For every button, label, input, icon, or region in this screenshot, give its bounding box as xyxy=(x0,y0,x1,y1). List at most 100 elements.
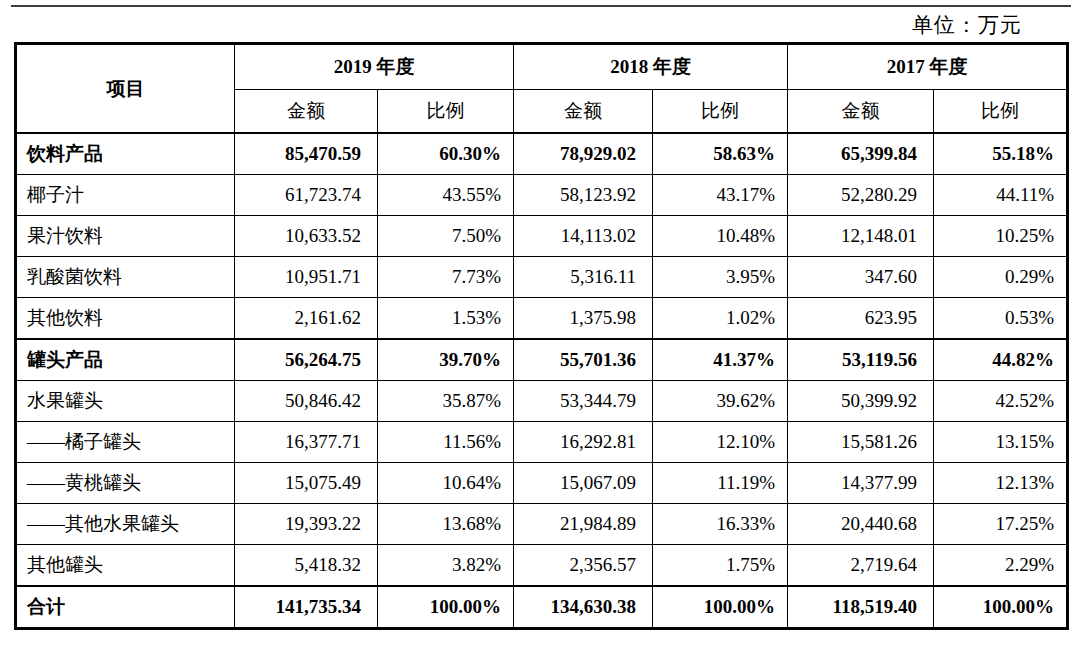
amount-cell: 78,929.02 xyxy=(514,133,653,175)
item-cell: 合计 xyxy=(16,586,235,629)
table-row-canned-fruit: 水果罐头 50,846.42 35.87% 53,344.79 39.62% 5… xyxy=(16,381,1068,422)
amount-cell: 16,377.71 xyxy=(235,422,378,463)
header-row-years: 项目 2019 年度 2018 年度 2017 年度 xyxy=(16,44,1068,90)
col-header-year-2019: 2019 年度 xyxy=(235,44,514,90)
amount-cell: 10,633.52 xyxy=(235,216,378,257)
amount-cell: 50,846.42 xyxy=(235,381,378,422)
amount-cell: 61,723.74 xyxy=(235,175,378,216)
col-header-item: 项目 xyxy=(16,44,235,134)
amount-cell: 118,519.40 xyxy=(788,586,934,629)
ratio-cell: 42.52% xyxy=(934,381,1068,422)
ratio-cell: 100.00% xyxy=(378,586,514,629)
ratio-cell: 41.37% xyxy=(653,339,788,381)
item-cell: 椰子汁 xyxy=(16,175,235,216)
amount-cell: 20,440.68 xyxy=(788,504,934,545)
amount-cell: 21,984.89 xyxy=(514,504,653,545)
table-row-lactobacillus-drinks: 乳酸菌饮料 10,951.71 7.73% 5,316.11 3.95% 347… xyxy=(16,257,1068,298)
amount-cell: 15,067.09 xyxy=(514,463,653,504)
amount-cell: 50,399.92 xyxy=(788,381,934,422)
ratio-cell: 60.30% xyxy=(378,133,514,175)
amount-cell: 55,701.36 xyxy=(514,339,653,381)
ratio-cell: 3.82% xyxy=(378,545,514,587)
ratio-cell: 1.02% xyxy=(653,298,788,340)
ratio-cell: 39.70% xyxy=(378,339,514,381)
ratio-cell: 44.82% xyxy=(934,339,1068,381)
table-row-other-canned: 其他罐头 5,418.32 3.82% 2,356.57 1.75% 2,719… xyxy=(16,545,1068,587)
table-row-beverage-products: 饮料产品 85,470.59 60.30% 78,929.02 58.63% 6… xyxy=(16,133,1068,175)
amount-cell: 65,399.84 xyxy=(788,133,934,175)
ratio-cell: 100.00% xyxy=(653,586,788,629)
ratio-cell: 3.95% xyxy=(653,257,788,298)
ratio-cell: 7.50% xyxy=(378,216,514,257)
subheader-ratio-2017: 比例 xyxy=(934,90,1068,134)
amount-cell: 14,113.02 xyxy=(514,216,653,257)
amount-cell: 10,951.71 xyxy=(235,257,378,298)
item-cell: 其他饮料 xyxy=(16,298,235,340)
ratio-cell: 1.53% xyxy=(378,298,514,340)
table-row-other-drinks: 其他饮料 2,161.62 1.53% 1,375.98 1.02% 623.9… xyxy=(16,298,1068,340)
amount-cell: 5,418.32 xyxy=(235,545,378,587)
ratio-cell: 17.25% xyxy=(934,504,1068,545)
item-cell: 水果罐头 xyxy=(16,381,235,422)
col-header-year-2017: 2017 年度 xyxy=(788,44,1068,90)
table-row-canned-orange: ——橘子罐头 16,377.71 11.56% 16,292.81 12.10%… xyxy=(16,422,1068,463)
table-row-fruit-juice-drinks: 果汁饮料 10,633.52 7.50% 14,113.02 10.48% 12… xyxy=(16,216,1068,257)
amount-cell: 2,719.64 xyxy=(788,545,934,587)
amount-cell: 12,148.01 xyxy=(788,216,934,257)
amount-cell: 16,292.81 xyxy=(514,422,653,463)
item-cell: 饮料产品 xyxy=(16,133,235,175)
ratio-cell: 2.29% xyxy=(934,545,1068,587)
revenue-breakdown-table: 项目 2019 年度 2018 年度 2017 年度 金额 比例 金额 比例 金… xyxy=(14,42,1069,630)
ratio-cell: 10.48% xyxy=(653,216,788,257)
subheader-amount-2019: 金额 xyxy=(235,90,378,134)
amount-cell: 15,075.49 xyxy=(235,463,378,504)
ratio-cell: 0.53% xyxy=(934,298,1068,340)
table-row-total: 合计 141,735.34 100.00% 134,630.38 100.00%… xyxy=(16,586,1068,629)
amount-cell: 2,161.62 xyxy=(235,298,378,340)
unit-label: 单位：万元 xyxy=(912,11,1022,39)
amount-cell: 15,581.26 xyxy=(788,422,934,463)
amount-cell: 53,344.79 xyxy=(514,381,653,422)
item-cell: 乳酸菌饮料 xyxy=(16,257,235,298)
ratio-cell: 43.17% xyxy=(653,175,788,216)
table-row-canned-products: 罐头产品 56,264.75 39.70% 55,701.36 41.37% 5… xyxy=(16,339,1068,381)
amount-cell: 58,123.92 xyxy=(514,175,653,216)
ratio-cell: 1.75% xyxy=(653,545,788,587)
ratio-cell: 100.00% xyxy=(934,586,1068,629)
amount-cell: 85,470.59 xyxy=(235,133,378,175)
top-divider xyxy=(11,5,1071,7)
item-cell: 罐头产品 xyxy=(16,339,235,381)
amount-cell: 5,316.11 xyxy=(514,257,653,298)
ratio-cell: 12.10% xyxy=(653,422,788,463)
document-page: 单位：万元 项目 2019 年度 2018 年度 2017 年度 金额 比例 金… xyxy=(0,0,1080,646)
amount-cell: 347.60 xyxy=(788,257,934,298)
amount-cell: 134,630.38 xyxy=(514,586,653,629)
subheader-ratio-2019: 比例 xyxy=(378,90,514,134)
ratio-cell: 13.68% xyxy=(378,504,514,545)
item-cell: ——其他水果罐头 xyxy=(16,504,235,545)
ratio-cell: 11.19% xyxy=(653,463,788,504)
amount-cell: 52,280.29 xyxy=(788,175,934,216)
subheader-amount-2018: 金额 xyxy=(514,90,653,134)
amount-cell: 56,264.75 xyxy=(235,339,378,381)
amount-cell: 53,119.56 xyxy=(788,339,934,381)
ratio-cell: 35.87% xyxy=(378,381,514,422)
ratio-cell: 39.62% xyxy=(653,381,788,422)
amount-cell: 14,377.99 xyxy=(788,463,934,504)
ratio-cell: 44.11% xyxy=(934,175,1068,216)
ratio-cell: 43.55% xyxy=(378,175,514,216)
col-header-year-2018: 2018 年度 xyxy=(514,44,788,90)
ratio-cell: 12.13% xyxy=(934,463,1068,504)
amount-cell: 2,356.57 xyxy=(514,545,653,587)
ratio-cell: 11.56% xyxy=(378,422,514,463)
table-row-canned-yellow-peach: ——黄桃罐头 15,075.49 10.64% 15,067.09 11.19%… xyxy=(16,463,1068,504)
ratio-cell: 58.63% xyxy=(653,133,788,175)
amount-cell: 1,375.98 xyxy=(514,298,653,340)
amount-cell: 623.95 xyxy=(788,298,934,340)
ratio-cell: 10.25% xyxy=(934,216,1068,257)
ratio-cell: 7.73% xyxy=(378,257,514,298)
item-cell: 其他罐头 xyxy=(16,545,235,587)
subheader-amount-2017: 金额 xyxy=(788,90,934,134)
table-row-canned-other-fruit: ——其他水果罐头 19,393.22 13.68% 21,984.89 16.3… xyxy=(16,504,1068,545)
table-row-coconut-juice: 椰子汁 61,723.74 43.55% 58,123.92 43.17% 52… xyxy=(16,175,1068,216)
